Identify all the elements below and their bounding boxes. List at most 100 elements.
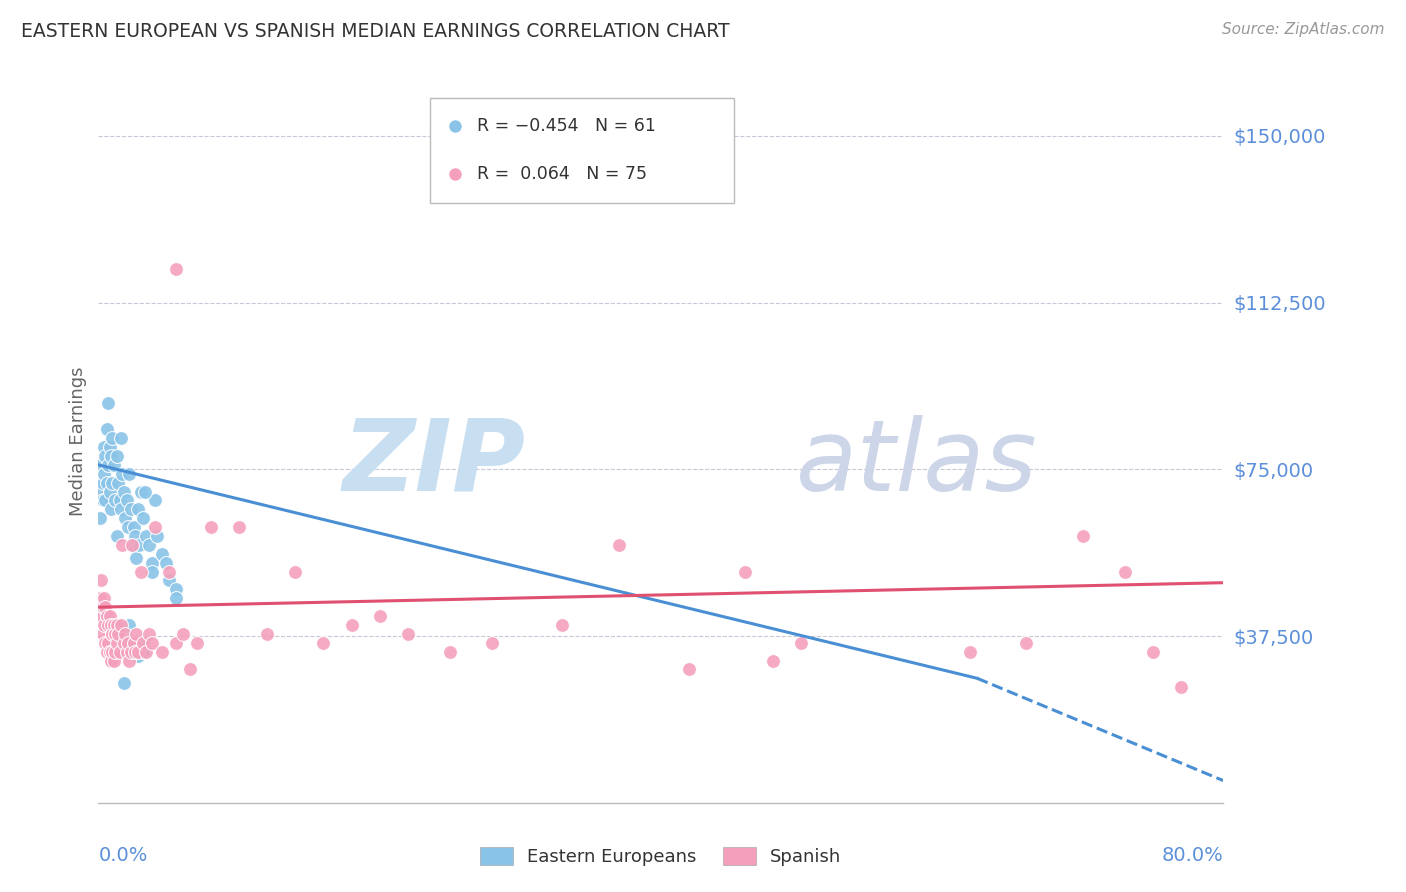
Point	[118, 467, 141, 481]
Text: R =  0.064   N = 75: R = 0.064 N = 75	[478, 165, 648, 183]
Point	[96, 645, 118, 659]
Point	[98, 440, 121, 454]
Point	[256, 627, 278, 641]
Point	[129, 636, 152, 650]
Point	[93, 618, 115, 632]
Point	[129, 484, 152, 499]
Point	[105, 529, 128, 543]
Point	[551, 618, 574, 632]
Point	[179, 662, 201, 676]
Point	[94, 493, 117, 508]
Point	[186, 636, 208, 650]
Point	[108, 645, 131, 659]
Point	[1142, 645, 1164, 659]
Point	[150, 645, 173, 659]
Point	[89, 591, 111, 606]
Point	[146, 529, 169, 543]
Point	[94, 636, 117, 650]
Point	[97, 636, 120, 650]
Point	[120, 502, 142, 516]
Text: EASTERN EUROPEAN VS SPANISH MEDIAN EARNINGS CORRELATION CHART: EASTERN EUROPEAN VS SPANISH MEDIAN EARNI…	[21, 22, 730, 41]
Point	[91, 475, 114, 490]
Point	[228, 520, 250, 534]
Point	[121, 636, 143, 650]
Point	[141, 636, 163, 650]
Point	[129, 565, 152, 579]
Point	[94, 449, 117, 463]
Point	[1071, 529, 1094, 543]
Point	[678, 662, 700, 676]
Point	[107, 627, 129, 641]
Point	[115, 645, 138, 659]
Point	[93, 591, 115, 606]
Point	[138, 538, 160, 552]
Point	[105, 449, 128, 463]
Point	[91, 600, 114, 615]
Point	[134, 484, 156, 499]
Point	[1114, 565, 1136, 579]
Point	[1170, 680, 1192, 694]
Point	[122, 636, 145, 650]
Point	[533, 796, 555, 810]
Point	[124, 529, 146, 543]
Point	[340, 618, 363, 632]
Point	[94, 600, 117, 615]
Point	[112, 675, 135, 690]
Point	[121, 538, 143, 552]
Point	[155, 556, 177, 570]
Point	[103, 618, 125, 632]
Point	[104, 645, 127, 659]
Point	[97, 458, 120, 472]
Point	[200, 520, 222, 534]
Point	[105, 636, 128, 650]
Point	[959, 645, 981, 659]
Text: R = −0.454   N = 61: R = −0.454 N = 61	[478, 117, 657, 135]
Point	[762, 653, 785, 667]
Point	[115, 493, 138, 508]
Point	[1015, 636, 1038, 650]
Point	[284, 565, 307, 579]
Point	[607, 538, 630, 552]
Point	[125, 627, 148, 641]
Point	[125, 551, 148, 566]
Point	[100, 618, 122, 632]
Point	[368, 609, 391, 624]
Point	[101, 431, 124, 445]
Point	[101, 475, 124, 490]
Point	[150, 547, 173, 561]
Point	[312, 636, 335, 650]
Point	[135, 645, 157, 659]
Point	[112, 636, 135, 650]
Point	[122, 520, 145, 534]
Point	[98, 484, 121, 499]
Point	[101, 627, 124, 641]
Text: atlas: atlas	[796, 415, 1038, 512]
Y-axis label: Median Earnings: Median Earnings	[69, 367, 87, 516]
Point	[165, 636, 187, 650]
Point	[157, 565, 180, 579]
Point	[118, 618, 141, 632]
Text: 0.0%: 0.0%	[98, 847, 148, 865]
Point	[114, 627, 136, 641]
Point	[439, 645, 461, 659]
Point	[124, 645, 146, 659]
Point	[100, 449, 122, 463]
Point	[127, 502, 149, 516]
Point	[103, 458, 125, 472]
Point	[90, 609, 112, 624]
Point	[790, 636, 813, 650]
Point	[107, 475, 129, 490]
FancyBboxPatch shape	[430, 98, 734, 203]
Point	[121, 538, 143, 552]
Point	[118, 653, 141, 667]
Point	[165, 591, 187, 606]
Point	[143, 493, 166, 508]
Point	[104, 627, 127, 641]
Point	[93, 467, 115, 481]
Point	[96, 609, 118, 624]
Point	[103, 653, 125, 667]
Point	[90, 574, 112, 588]
Point	[111, 538, 134, 552]
Point	[481, 636, 503, 650]
Point	[111, 467, 134, 481]
